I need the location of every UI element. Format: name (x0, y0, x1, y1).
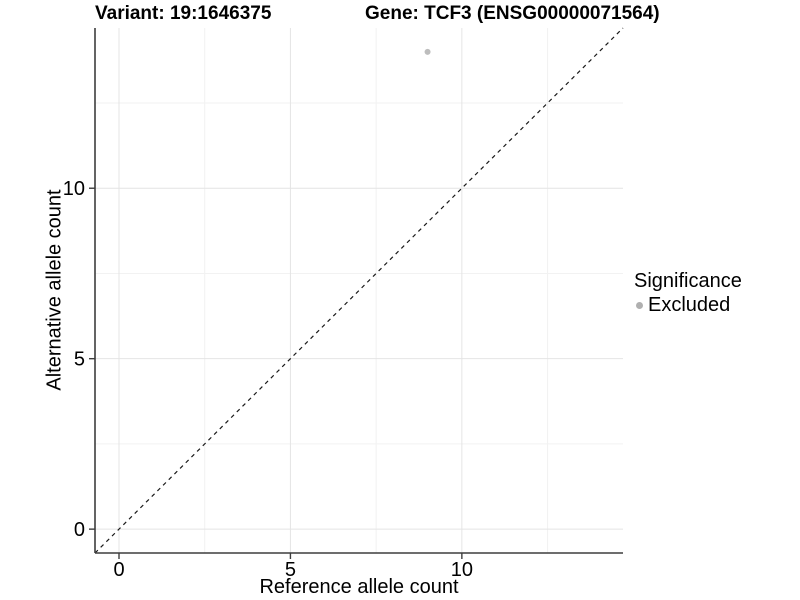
legend-entry-label: Excluded (648, 294, 731, 316)
x-tick-label: 0 (113, 559, 124, 581)
legend-key-dot-icon (636, 301, 643, 309)
x-axis-title: Reference allele count (259, 576, 459, 598)
legend-title: Significance (634, 270, 742, 292)
legend: Significance Excluded (634, 269, 742, 316)
y-axis-title: Alternative allele count (43, 189, 66, 391)
legend-entry-excluded: Excluded (634, 294, 742, 316)
y-tick-label: 10 (63, 178, 85, 200)
x-tick-label: 10 (451, 559, 473, 581)
plot-title-variant: Variant: 19:1646375 (95, 3, 272, 24)
y-tick-label: 5 (74, 349, 85, 371)
identity-dashed-line (94, 27, 624, 554)
plot-title-gene: Gene: TCF3 (ENSG00000071564) (365, 3, 660, 24)
y-tick-label: 0 (74, 519, 85, 541)
data-point (424, 48, 431, 55)
x-tick-label: 5 (285, 559, 296, 581)
